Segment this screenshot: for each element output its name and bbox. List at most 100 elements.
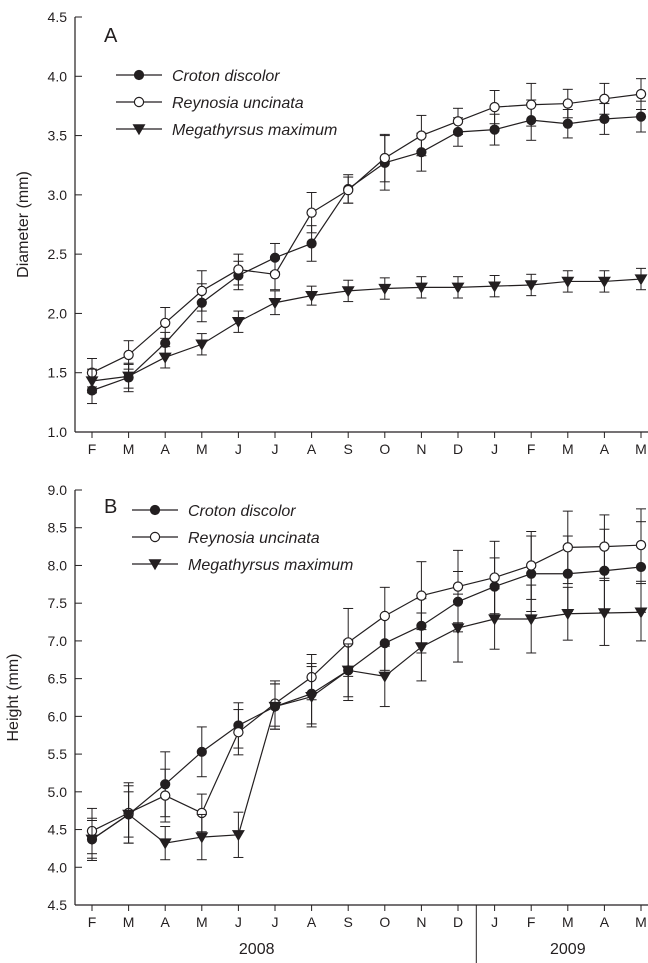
y-tick-label: 5.5 bbox=[48, 746, 68, 762]
data-point bbox=[158, 838, 172, 850]
series-croton-discolor bbox=[86, 521, 647, 861]
x-tick-label: J bbox=[272, 441, 279, 457]
data-point bbox=[488, 281, 502, 293]
series-line bbox=[91, 611, 642, 844]
legend-marker bbox=[148, 559, 162, 571]
x-tick-label: N bbox=[416, 914, 426, 930]
data-point bbox=[526, 560, 537, 571]
data-point bbox=[562, 118, 573, 129]
data-point bbox=[488, 614, 502, 626]
series-line bbox=[91, 566, 642, 840]
data-point bbox=[451, 282, 465, 294]
series-line bbox=[91, 93, 642, 374]
y-tick-label: 8.5 bbox=[48, 520, 68, 536]
y-tick-label: 8.0 bbox=[48, 557, 68, 573]
data-point bbox=[378, 283, 392, 295]
series-line bbox=[91, 278, 642, 382]
data-point bbox=[416, 130, 427, 141]
panel-label: A bbox=[104, 25, 118, 47]
data-point bbox=[159, 317, 171, 329]
data-point bbox=[306, 238, 317, 249]
data-point bbox=[599, 93, 610, 105]
data-point bbox=[343, 184, 354, 196]
y-tick-label: 7.0 bbox=[48, 633, 68, 649]
x-tick-label: A bbox=[161, 441, 171, 457]
x-tick-label: O bbox=[379, 914, 390, 930]
y-tick-label: 3.5 bbox=[48, 128, 68, 144]
x-tick-label: F bbox=[88, 441, 97, 457]
legend-label-reynosia-uncinata: Reynosia uncinata bbox=[172, 95, 304, 112]
x-tick-label: M bbox=[635, 441, 647, 457]
data-point bbox=[379, 610, 390, 622]
x-tick-label: F bbox=[527, 441, 536, 457]
legend-marker bbox=[133, 69, 145, 81]
data-point bbox=[269, 269, 281, 280]
data-point bbox=[159, 790, 171, 801]
x-tick-label: M bbox=[123, 914, 135, 930]
data-point bbox=[231, 317, 245, 329]
x-tick-label: J bbox=[235, 441, 242, 457]
data-point bbox=[306, 207, 317, 218]
y-tick-label: 4.5 bbox=[48, 9, 68, 25]
data-point bbox=[416, 590, 427, 601]
legend-label-megathyrsus-maximum: Megathyrsus maximum bbox=[188, 557, 353, 574]
panel-a-diameter-chart: 1.0 1.5 2.0 2.5 3.0 3.5 4.0 4.5 F M A M J J A S O N D J F M A M… bbox=[15, 9, 648, 457]
data-point bbox=[233, 727, 244, 738]
x-tick-label: O bbox=[379, 441, 390, 457]
x-tick-label: J bbox=[491, 441, 498, 457]
series-megathyrsus-maximum bbox=[85, 267, 648, 394]
panel-b-height-chart: 4.5 4.0 4.5 5.0 5.5 6.0 6.5 7.0 7.5 8.0 8.5 9.0 F M A M… bbox=[5, 482, 648, 963]
data-point bbox=[414, 642, 428, 654]
data-point bbox=[489, 572, 500, 583]
data-point bbox=[599, 541, 610, 552]
y-tick-label: 4.5 bbox=[48, 822, 68, 838]
y-tick-label: 6.5 bbox=[48, 671, 68, 687]
series-reynosia-uncinata bbox=[86, 508, 647, 855]
data-point bbox=[561, 276, 575, 288]
x-tick-label: J bbox=[491, 914, 498, 930]
legend-marker bbox=[149, 531, 161, 543]
x-tick-label: A bbox=[307, 441, 317, 457]
legend-label-croton-discolor: Croton discolor bbox=[188, 503, 296, 520]
data-point bbox=[599, 113, 610, 125]
data-point bbox=[305, 290, 319, 302]
x-tick-label: J bbox=[272, 914, 279, 930]
x-tick-label: S bbox=[344, 441, 353, 457]
y-axis-title: Diameter (mm) bbox=[15, 171, 32, 278]
data-point bbox=[489, 101, 500, 113]
data-point bbox=[452, 581, 464, 592]
data-point bbox=[158, 352, 172, 364]
data-point bbox=[635, 539, 647, 551]
data-point bbox=[561, 609, 575, 621]
x-tick-label: M bbox=[562, 914, 574, 930]
legend-marker bbox=[133, 96, 145, 108]
y-tick-label: 4.0 bbox=[48, 68, 68, 84]
series-croton-discolor bbox=[86, 99, 647, 405]
data-point bbox=[341, 665, 355, 677]
data-point bbox=[196, 746, 207, 757]
y-tick-label: 4.0 bbox=[48, 859, 68, 875]
data-point bbox=[196, 285, 207, 297]
year-label-2009: 2009 bbox=[550, 941, 586, 958]
data-point bbox=[562, 542, 574, 553]
data-point bbox=[195, 832, 209, 844]
y-tick-label: 6.0 bbox=[48, 708, 68, 724]
data-point bbox=[122, 371, 136, 383]
x-tick-label: D bbox=[453, 914, 463, 930]
x-tick-label: A bbox=[307, 914, 317, 930]
legend-label-croton-discolor: Croton discolor bbox=[172, 68, 280, 85]
x-tick-label: F bbox=[88, 914, 97, 930]
data-point bbox=[414, 282, 428, 294]
data-point bbox=[268, 701, 282, 713]
series-megathyrsus-maximum bbox=[85, 580, 648, 861]
data-point bbox=[489, 124, 500, 135]
x-tick-label: A bbox=[600, 914, 610, 930]
legend-marker bbox=[132, 124, 146, 136]
y-tick-label: 5.0 bbox=[48, 784, 68, 800]
data-point bbox=[195, 339, 209, 351]
data-point bbox=[231, 830, 245, 842]
y-tick-label: 7.5 bbox=[48, 595, 68, 611]
x-tick-label: M bbox=[635, 914, 647, 930]
y-tick-label: 2.0 bbox=[48, 305, 68, 321]
